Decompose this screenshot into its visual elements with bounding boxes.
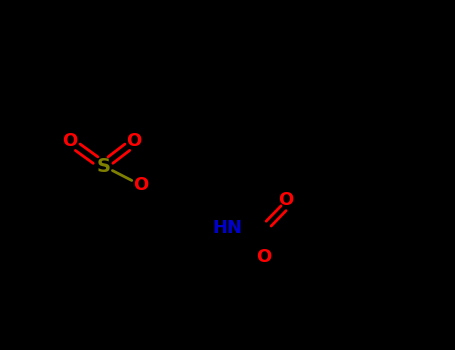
Text: O: O xyxy=(278,191,293,209)
Text: HN: HN xyxy=(212,219,242,237)
Text: S: S xyxy=(96,157,111,176)
Text: O: O xyxy=(62,132,77,150)
Text: O: O xyxy=(126,132,142,150)
Text: O: O xyxy=(133,176,148,194)
Text: O: O xyxy=(257,248,272,266)
